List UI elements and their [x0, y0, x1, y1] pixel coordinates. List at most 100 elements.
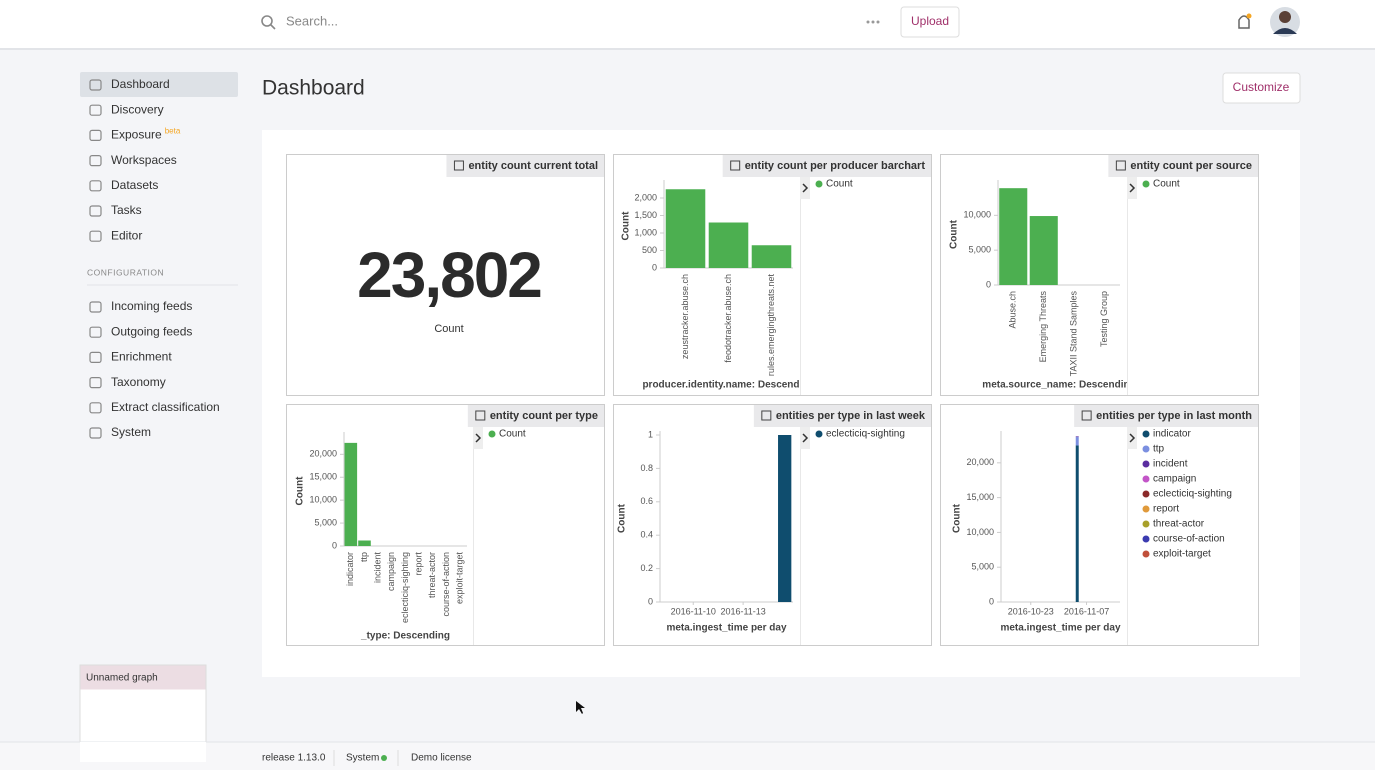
more-menu[interactable]: [866, 20, 880, 24]
bar-segment[interactable]: [1075, 436, 1079, 438]
notifications[interactable]: [1238, 13, 1252, 29]
y-axis-label: Count: [949, 219, 960, 249]
nav-item[interactable]: Enrichment: [111, 350, 172, 364]
y-tick-label: 0.6: [640, 496, 653, 506]
nav-icon: [89, 205, 102, 217]
nav-active: [80, 72, 238, 97]
x-tick-label: eclecticiq-sighting: [400, 552, 410, 623]
nav-icon: [89, 377, 102, 389]
widget-panel: [286, 154, 605, 396]
legend-chevron: [475, 433, 482, 443]
y-tick-label: 20,000: [309, 449, 337, 459]
x-tick-label: feodotracker.abuse.ch: [723, 274, 733, 363]
nav-item[interactable]: Tasks: [111, 203, 142, 217]
nav-icon: [89, 79, 102, 91]
legend-label[interactable]: course-of-action: [1153, 534, 1225, 545]
bar[interactable]: [358, 540, 371, 547]
widget: entity count per producer barchart 0 500 1,…: [613, 154, 932, 396]
legend-toggle[interactable]: [800, 427, 810, 449]
legend-swatch: [1142, 535, 1150, 543]
bar[interactable]: [751, 245, 792, 268]
widget-icon: [1115, 160, 1126, 171]
widget-icon: [761, 410, 772, 421]
legend-label[interactable]: campaign: [1153, 474, 1196, 485]
nav-icon: [89, 129, 102, 141]
nav-item[interactable]: Outgoing feeds: [111, 324, 192, 338]
widget: entities per type in last month 0 5,000 10,…: [940, 404, 1259, 646]
legend-toggle[interactable]: [473, 427, 483, 449]
nav-badge: beta: [165, 127, 181, 136]
graph-box-title: Unnamed graph: [86, 673, 158, 684]
nav-item[interactable]: Editor: [111, 228, 142, 242]
nav-icon: [89, 427, 102, 439]
y-tick-label: 0.8: [640, 463, 653, 473]
y-tick-label: 0: [648, 596, 653, 606]
y-tick-label: 10,000: [966, 527, 994, 537]
legend-label[interactable]: report: [1153, 504, 1179, 515]
customize-label[interactable]: Customize: [1233, 80, 1290, 94]
y-tick-label: 10,000: [963, 210, 991, 220]
upload-label[interactable]: Upload: [911, 14, 949, 28]
y-tick-label: 0.2: [640, 563, 653, 573]
customize-button[interactable]: [1222, 72, 1301, 104]
y-axis-label: Count: [295, 476, 306, 506]
nav-item[interactable]: Taxonomy: [111, 375, 166, 389]
widget-panel: [613, 404, 932, 646]
bar[interactable]: [999, 188, 1028, 285]
x-axis-label: _type: Descending: [360, 631, 450, 642]
legend-label[interactable]: Count: [1153, 179, 1180, 190]
nav-item[interactable]: System: [111, 425, 151, 439]
upload-button[interactable]: [900, 6, 960, 38]
nav-section: CONFIGURATION: [87, 267, 164, 277]
legend-swatch: [1142, 180, 1150, 188]
nav-item[interactable]: Discovery: [111, 102, 164, 116]
bar[interactable]: [708, 222, 749, 269]
bar[interactable]: [344, 442, 358, 546]
x-axis-label: meta.source_name: Descending: [982, 380, 1135, 391]
legend-label[interactable]: threat-actor: [1153, 519, 1205, 530]
legend-label[interactable]: indicator: [1153, 429, 1191, 440]
legend-label[interactable]: Count: [826, 179, 853, 190]
x-tick-label: incident: [373, 552, 383, 584]
graph-box-header: [80, 665, 206, 690]
y-tick-label: 5,000: [314, 517, 337, 527]
legend-toggle[interactable]: [800, 177, 810, 199]
legend-label[interactable]: ttp: [1153, 444, 1165, 455]
legend-label[interactable]: incident: [1153, 459, 1188, 470]
metric-label: Count: [434, 323, 463, 335]
legend-label[interactable]: eclecticiq-sighting: [1153, 489, 1232, 500]
search-input[interactable]: Search...: [286, 13, 338, 28]
bar-segment[interactable]: [778, 435, 792, 602]
bar-segment[interactable]: [1075, 437, 1079, 446]
x-tick-label: campaign: [386, 552, 396, 591]
nav-item[interactable]: Extract classification: [111, 400, 220, 414]
x-tick-label: rules.emergingthreats.net: [766, 274, 776, 377]
topbar: [0, 0, 1375, 48]
nav-item[interactable]: Incoming feeds: [111, 299, 192, 313]
legend-label[interactable]: exploit-target: [1153, 549, 1211, 560]
nav-item[interactable]: Exposure: [111, 128, 162, 142]
legend-label[interactable]: Count: [499, 429, 526, 440]
bar[interactable]: [665, 189, 706, 268]
nav-item[interactable]: Datasets: [111, 178, 158, 192]
avatar[interactable]: [1270, 7, 1300, 37]
nav-item[interactable]: Dashboard: [111, 77, 170, 91]
legend-swatch: [1142, 460, 1150, 468]
legend-toggle[interactable]: [1127, 177, 1137, 199]
bar[interactable]: [1029, 216, 1058, 285]
nav-item[interactable]: Workspaces: [111, 153, 177, 167]
bar-segment[interactable]: [1075, 445, 1079, 602]
legend-swatch: [1142, 430, 1150, 438]
nav-icon: [89, 230, 102, 242]
legend-label[interactable]: eclecticiq-sighting: [826, 429, 905, 440]
legend-swatch: [1142, 505, 1150, 513]
widget-title-bg: [446, 155, 604, 177]
widget-title: entities per type in last month: [1096, 410, 1252, 422]
y-tick-label: 2,000: [634, 192, 657, 202]
legend-toggle[interactable]: [1127, 427, 1137, 449]
topbar-shadow: [0, 48, 1375, 50]
widgets: entity count current total23,802Countent…: [286, 154, 1259, 646]
x-axis-label: producer.identity.name: Descending: [642, 380, 814, 391]
